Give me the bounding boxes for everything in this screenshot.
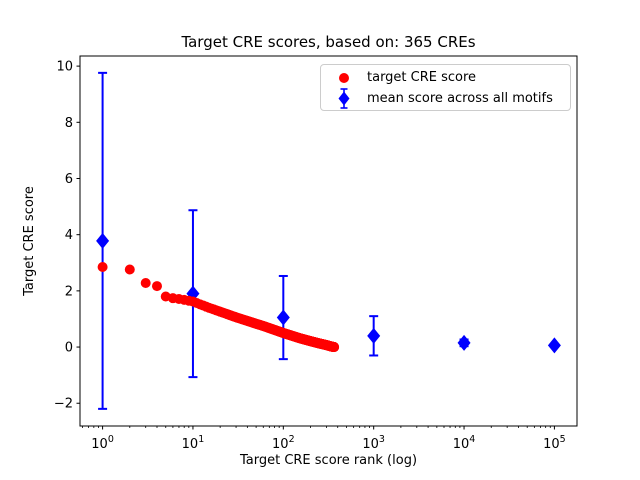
blue-diamond-errorbar-icon bbox=[331, 88, 357, 109]
target-score-series bbox=[97, 261, 340, 353]
svg-text:6: 6 bbox=[65, 172, 73, 187]
legend-entry-target: target CRE score bbox=[321, 67, 570, 88]
svg-text:10: 10 bbox=[56, 60, 73, 75]
svg-text:2: 2 bbox=[65, 284, 73, 299]
svg-text:4: 4 bbox=[65, 228, 73, 243]
svg-text:100: 100 bbox=[91, 434, 114, 452]
svg-text:105: 105 bbox=[543, 434, 566, 452]
legend-label-target: target CRE score bbox=[367, 70, 477, 85]
axes: 100 101 102 103 104 105 −2 0 2 4 6 8 10 bbox=[54, 55, 578, 452]
svg-text:8: 8 bbox=[65, 116, 73, 131]
svg-text:−2: −2 bbox=[54, 397, 73, 412]
svg-text:103: 103 bbox=[362, 434, 385, 452]
svg-text:102: 102 bbox=[272, 434, 295, 452]
y-axis-label: Target CRE score bbox=[22, 186, 37, 297]
svg-text:0: 0 bbox=[65, 341, 73, 356]
x-axis-label: Target CRE score rank (log) bbox=[239, 453, 417, 468]
svg-text:101: 101 bbox=[182, 434, 205, 452]
red-circle-icon bbox=[331, 72, 357, 83]
legend: target CRE score mean score across all m… bbox=[320, 64, 571, 111]
legend-entry-mean: mean score across all motifs bbox=[321, 88, 570, 109]
legend-label-mean: mean score across all motifs bbox=[367, 91, 553, 106]
mean-score-series bbox=[96, 71, 561, 410]
chart-title: Target CRE scores, based on: 365 CREs bbox=[180, 33, 475, 51]
svg-text:104: 104 bbox=[453, 434, 476, 452]
